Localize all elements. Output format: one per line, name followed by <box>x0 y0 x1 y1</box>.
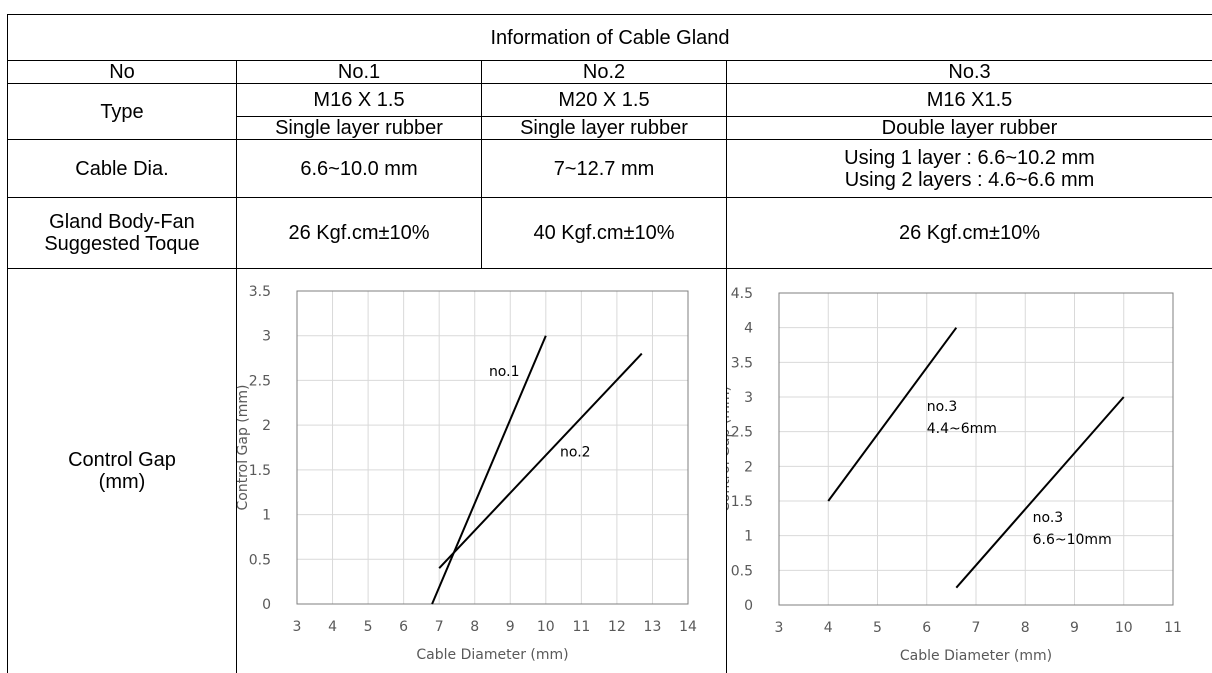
y-tick-label: 3.5 <box>731 355 753 371</box>
x-tick-label: 9 <box>506 619 515 635</box>
col-no1: No.1 <box>337 61 381 83</box>
x-tick-label: 7 <box>972 620 981 636</box>
y-tick-label: 3.5 <box>249 284 271 300</box>
y-axis-title: Control Gap (mm) <box>237 384 251 510</box>
x-tick-label: 14 <box>679 619 697 635</box>
control-gap-chart-no1-no2: 3 4 5 6 7 8 9 10 11 12 13 14 0 0.5 1 1.5 2 2.5 3 3.5 Cable D… <box>237 284 697 663</box>
y-tick-label: 0 <box>262 597 271 613</box>
row-header-torque: Gland Body-Fan Suggested Toque <box>8 198 236 268</box>
row-header-type: Type <box>100 100 144 123</box>
row-header-no: No <box>109 61 135 83</box>
x-tick-label: 7 <box>435 619 444 635</box>
y-tick-label: 2.5 <box>731 425 753 441</box>
type-rubber-no3: Double layer rubber <box>881 117 1058 139</box>
series-label-2: no.2 <box>560 444 591 460</box>
torque-no2: 40 Kgf.cm±10% <box>533 222 675 244</box>
series-line-2 <box>955 396 1125 589</box>
cable-dia-no3-line2: Using 2 layers : 4.6~6.6 mm <box>844 168 1095 191</box>
y-tick-label: 1 <box>744 529 753 545</box>
x-axis-title: Cable Diameter (mm) <box>900 648 1052 664</box>
control-gap-header-line1: Control Gap <box>68 449 176 471</box>
control-gap-header-line2: (mm) <box>98 471 146 493</box>
type-rubber-no1: Single layer rubber <box>275 117 443 139</box>
cable-dia-no3: Using 1 layer : 6.6~10.2 mm Using 2 laye… <box>727 140 1212 197</box>
y-axis-title: Control Gap (mm) <box>727 386 733 512</box>
x-tick-label: 6 <box>399 619 408 635</box>
y-tick-label: 3 <box>744 390 753 406</box>
x-axis-title: Cable Diameter (mm) <box>416 647 568 663</box>
row-header-cable-dia: Cable Dia. <box>75 157 169 180</box>
y-tick-label: 3 <box>262 329 271 345</box>
control-gap-chart-no3: 3 4 5 6 7 8 9 10 11 0 0.5 1 1.5 2 2.5 3 3.5 4 4.5 Cable Dia… <box>727 286 1182 664</box>
y-tick-label: 1.5 <box>249 463 271 479</box>
x-tick-label: 10 <box>537 619 555 635</box>
x-tick-label: 3 <box>293 619 302 635</box>
y-tick-label: 4 <box>744 321 753 337</box>
y-tick-label: 2 <box>744 459 753 475</box>
type-thread-no1: M16 X 1.5 <box>313 89 405 111</box>
cable-dia-no3-line1: Using 1 layer : 6.6~10.2 mm <box>844 146 1095 169</box>
x-tick-label: 9 <box>1070 620 1079 636</box>
x-tick-label: 11 <box>1164 620 1182 636</box>
cable-dia-no2: 7~12.7 mm <box>553 157 655 180</box>
plot-area <box>778 292 1174 606</box>
type-thread-no2: M20 X 1.5 <box>558 89 650 111</box>
series-line-1 <box>431 335 547 605</box>
x-tick-label: 12 <box>608 619 626 635</box>
torque-no3: 26 Kgf.cm±10% <box>898 222 1041 244</box>
x-tick-label: 8 <box>470 619 479 635</box>
torque-header-line2: Suggested Toque <box>44 233 200 255</box>
x-tick-label: 4 <box>328 619 337 635</box>
x-tick-label: 4 <box>824 620 833 636</box>
y-tick-label: 1.5 <box>731 494 753 510</box>
type-rubber-no2: Single layer rubber <box>520 117 688 139</box>
x-tick-label: 8 <box>1021 620 1030 636</box>
cable-dia-no1: 6.6~10.0 mm <box>300 157 418 180</box>
row-header-control-gap: Control Gap (mm) <box>8 269 236 673</box>
series-line-1 <box>827 327 958 502</box>
y-tick-label: 0 <box>744 598 753 614</box>
series-label-1: no.3 4.4~6mm <box>927 399 997 437</box>
torque-no1: 26 Kgf.cm±10% <box>288 222 430 244</box>
series-line-2 <box>438 352 643 569</box>
x-tick-label: 5 <box>873 620 882 636</box>
plot-area <box>296 290 689 605</box>
y-tick-label: 0.5 <box>249 552 271 568</box>
col-no3: No.3 <box>948 61 991 83</box>
y-tick-label: 2.5 <box>249 373 271 389</box>
x-tick-label: 13 <box>644 619 662 635</box>
x-tick-label: 5 <box>364 619 373 635</box>
type-thread-no3: M16 X1.5 <box>926 89 1013 111</box>
table-title: Information of Cable Gland <box>490 26 730 49</box>
x-tick-label: 6 <box>922 620 931 636</box>
series-label-2: no.3 6.6~10mm <box>1033 510 1112 548</box>
col-no2: No.2 <box>582 61 626 83</box>
x-tick-label: 11 <box>572 619 590 635</box>
series-label-1: no.1 <box>489 364 520 380</box>
x-tick-label: 10 <box>1115 620 1133 636</box>
y-tick-label: 4.5 <box>731 286 753 302</box>
y-tick-label: 0.5 <box>731 563 753 579</box>
torque-header-line1: Gland Body-Fan <box>49 211 195 233</box>
y-tick-label: 1 <box>262 508 271 524</box>
y-tick-label: 2 <box>262 418 271 434</box>
x-tick-label: 3 <box>775 620 784 636</box>
